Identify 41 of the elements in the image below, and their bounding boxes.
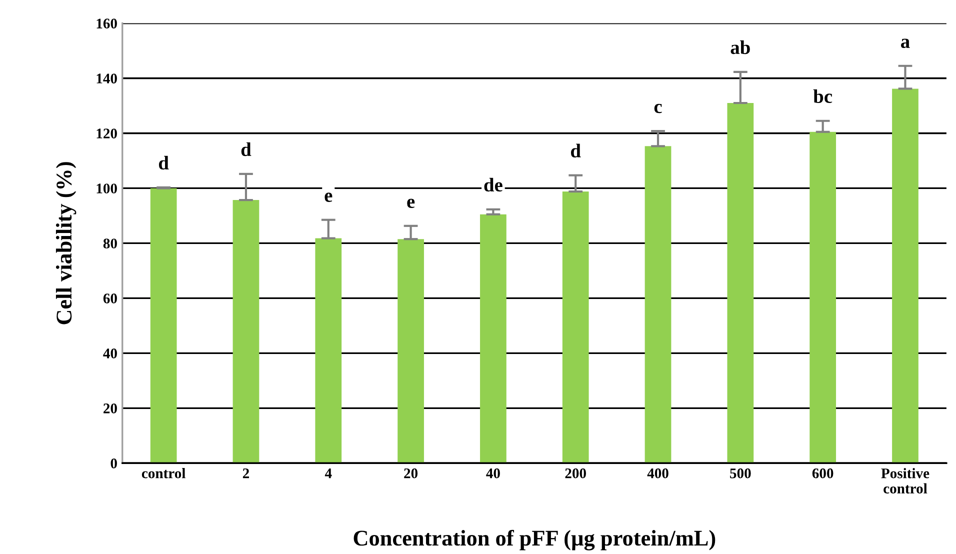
y-tick-label: 20 xyxy=(104,404,117,414)
bar xyxy=(398,239,424,464)
x-tick-label: 500 xyxy=(730,468,751,478)
bar xyxy=(810,132,836,464)
x-tick-label: 600 xyxy=(812,468,834,478)
bar xyxy=(480,214,506,464)
annotation: de xyxy=(484,178,502,192)
annotation: ab xyxy=(730,40,750,54)
bar xyxy=(232,200,260,464)
x-tick-label: 20 xyxy=(404,468,418,478)
annotation: e xyxy=(324,192,332,202)
y-tick-label: 120 xyxy=(96,128,117,138)
annotation: d xyxy=(158,156,169,170)
y-tick-label: 100 xyxy=(96,184,117,194)
annotation: d xyxy=(570,144,581,158)
x-tick-label: 400 xyxy=(647,468,668,478)
x-tick-label: 200 xyxy=(565,468,586,478)
annotation: c xyxy=(654,104,662,114)
y-tick-label: 40 xyxy=(103,348,117,358)
y-tick-label: 140 xyxy=(96,74,117,84)
y-tick-label: 0 xyxy=(110,458,117,468)
annotation: a xyxy=(901,38,910,48)
bar xyxy=(644,146,672,464)
annotation: e xyxy=(407,198,415,208)
x-tick-label: Positive control xyxy=(881,468,930,494)
bar xyxy=(727,102,754,464)
y-axis-title: Cell viability (%) xyxy=(56,162,76,324)
x-tick-label: control xyxy=(142,468,186,478)
y-tick-label: 80 xyxy=(103,238,117,248)
bar xyxy=(315,238,342,464)
bar xyxy=(892,88,918,464)
annotation: d xyxy=(241,142,252,156)
x-axis-title: Concentration of pFF (µg protein/mL) xyxy=(354,530,716,550)
x-tick-label: 2 xyxy=(242,468,249,478)
y-tick-label: 160 xyxy=(96,18,117,28)
x-tick-label: 4 xyxy=(324,468,332,478)
annotation: bc xyxy=(813,89,832,104)
bar xyxy=(150,188,177,464)
bar xyxy=(562,192,589,464)
x-tick-label: 40 xyxy=(486,468,500,478)
y-tick-label: 60 xyxy=(103,294,117,304)
